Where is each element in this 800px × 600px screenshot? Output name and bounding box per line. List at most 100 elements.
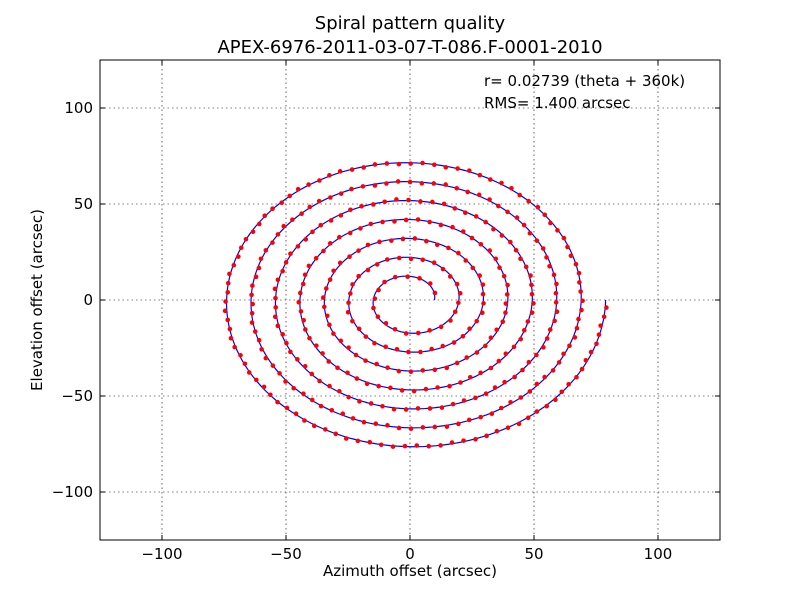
measured-point (450, 224, 455, 230)
measured-point (238, 245, 244, 251)
measured-point (408, 426, 414, 432)
measured-point (480, 310, 485, 316)
measured-point (392, 327, 398, 332)
measured-point (520, 367, 525, 373)
measured-point (396, 255, 402, 261)
measured-point (331, 331, 336, 336)
measured-point (451, 340, 457, 345)
measured-point (371, 202, 376, 207)
measured-point (303, 327, 308, 332)
measured-point (236, 254, 241, 259)
measured-point (373, 421, 379, 426)
measured-points (222, 160, 609, 449)
measured-point (399, 388, 405, 393)
measured-point (452, 309, 458, 315)
measured-point (256, 221, 262, 227)
measured-point (527, 389, 533, 394)
measured-point (326, 359, 332, 364)
measured-point (400, 236, 406, 242)
measured-point (273, 295, 278, 301)
measured-point (242, 361, 248, 367)
measured-point (461, 398, 467, 403)
measured-point (565, 244, 570, 250)
measured-point (435, 385, 440, 390)
x-tick-label: −50 (270, 545, 302, 563)
measured-point (359, 203, 364, 209)
measured-point (349, 186, 354, 192)
measured-point (526, 359, 532, 365)
measured-point (516, 421, 522, 427)
measured-point (256, 265, 262, 271)
measured-point (327, 322, 332, 328)
measured-point (473, 437, 478, 442)
measured-point (402, 443, 408, 449)
measured-point (356, 326, 362, 332)
measured-point (374, 262, 380, 267)
measured-point (547, 263, 552, 269)
measured-point (420, 425, 426, 430)
measured-point (423, 386, 429, 392)
measured-point (231, 262, 237, 268)
measured-point (487, 197, 492, 202)
measured-point (368, 401, 374, 406)
measured-point (361, 419, 367, 425)
measured-point (512, 374, 517, 380)
measured-point (378, 442, 384, 448)
measured-point (454, 186, 460, 191)
measured-point (298, 290, 303, 296)
fitted-spiral-line (225, 162, 607, 448)
measured-point (380, 404, 385, 409)
measured-point (477, 273, 482, 278)
measured-point (250, 301, 255, 307)
measured-point (380, 219, 385, 225)
measured-point (407, 179, 413, 185)
measured-point (232, 344, 237, 350)
measured-point (456, 250, 461, 256)
x-axis-label: Azimuth offset (arcsec) (323, 562, 497, 580)
measured-point (406, 197, 411, 203)
measured-point (469, 235, 475, 241)
measured-point (529, 291, 535, 297)
measured-point (327, 173, 332, 178)
measured-point (534, 409, 540, 414)
measured-point (473, 214, 479, 219)
measured-point (350, 416, 356, 421)
measured-point (576, 316, 581, 322)
measured-point (283, 379, 288, 384)
measured-point (460, 229, 466, 234)
measured-point (579, 366, 585, 372)
measured-point (447, 383, 452, 389)
measured-point (529, 282, 534, 288)
measured-point (580, 298, 585, 304)
measured-point (488, 177, 493, 182)
measured-point (408, 256, 414, 262)
x-tick-label: 100 (644, 545, 673, 563)
measured-point (324, 313, 330, 319)
measured-point (275, 399, 280, 405)
measured-point (385, 257, 390, 262)
measured-point (337, 234, 342, 240)
measured-point (483, 343, 488, 349)
measured-point (528, 273, 533, 278)
measured-point (272, 314, 278, 320)
measured-point (353, 352, 359, 358)
measured-point (283, 260, 289, 265)
measured-point (259, 347, 264, 352)
measured-point (396, 425, 402, 431)
measured-point (343, 436, 349, 441)
measured-point (228, 336, 234, 341)
measured-point (403, 407, 409, 412)
measured-point (523, 264, 529, 270)
measured-point (354, 376, 360, 381)
chart-subtitle: APEX-6976-2011-03-07-T-086.F-0001-2010 (217, 37, 602, 58)
measured-point (309, 397, 315, 403)
measured-point (296, 299, 302, 305)
measured-point (306, 263, 312, 269)
measured-point (434, 242, 440, 248)
measured-point (364, 381, 370, 387)
measured-point (529, 310, 535, 315)
measured-point (499, 405, 504, 411)
measured-point (225, 280, 231, 286)
measured-point (559, 389, 565, 395)
measured-point (300, 281, 306, 287)
